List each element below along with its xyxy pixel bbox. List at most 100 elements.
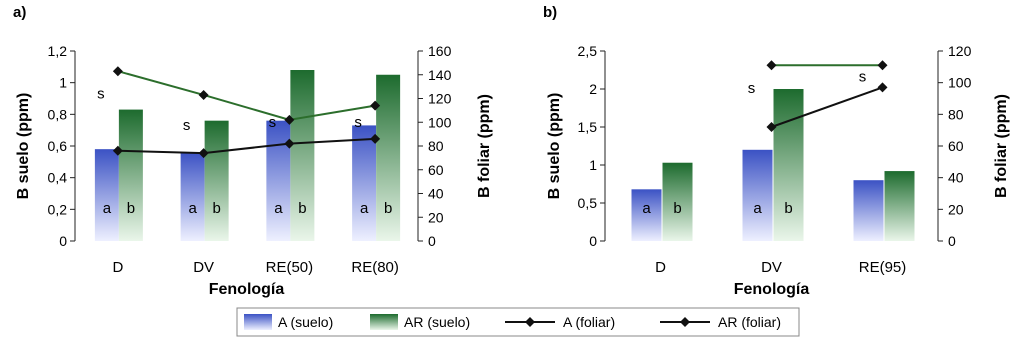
y2-tick-label: 140 <box>428 67 452 83</box>
bar-label: b <box>127 200 135 217</box>
y2-tick-label: 20 <box>948 201 964 217</box>
bar-ar-suelo <box>773 89 804 241</box>
y-tick-label: 0,2 <box>48 201 68 217</box>
significance-label: s <box>748 80 756 97</box>
y-tick-label: 2 <box>589 81 597 97</box>
line-ar-foliar-marker <box>284 114 295 125</box>
line-ar-foliar-marker <box>198 89 209 100</box>
line-a-foliar <box>117 137 376 155</box>
bar-ar-suelo <box>290 70 315 241</box>
y2-tick-label: 40 <box>428 186 444 202</box>
y2-axis-title: B foliar (ppm) <box>993 94 1010 198</box>
y-tick-label: 1 <box>59 75 67 91</box>
bar-label: a <box>103 200 112 217</box>
bar-a-suelo <box>853 180 884 241</box>
bar-label: a <box>753 200 762 217</box>
bar-ar-suelo <box>204 120 229 241</box>
panel-label: b) <box>543 4 557 21</box>
bar-label: a <box>642 200 651 217</box>
y-tick-label: 0,4 <box>48 170 68 186</box>
chart-panel-1: a) 0 0,2 0,4 0,6 0,8 1 1,2 0 20 40 60 80 100 120 140 160… <box>13 4 493 298</box>
legend-label: AR (foliar) <box>718 314 781 330</box>
y2-tick-label: 120 <box>428 91 452 107</box>
bar-label: b <box>384 200 392 217</box>
y-tick-label: 0,5 <box>578 195 598 211</box>
y-tick-label: 1 <box>589 157 597 173</box>
y2-axis-title: B foliar (ppm) <box>476 94 493 198</box>
y-tick-label: 1,2 <box>48 43 68 59</box>
x-tick-label: DV <box>193 259 214 276</box>
line-a-foliar-marker <box>370 133 381 144</box>
y-tick-label: 0 <box>59 233 67 249</box>
x-tick-label: DV <box>761 259 782 276</box>
y2-tick-label: 60 <box>428 162 444 178</box>
significance-label: s <box>97 86 105 103</box>
bar-ar-suelo <box>376 74 401 241</box>
bar-label: b <box>212 200 220 217</box>
bar-label: a <box>360 200 369 217</box>
legend-box <box>236 307 800 337</box>
y-axis-title: B suelo (ppm) <box>15 93 32 200</box>
y2-tick-label: 160 <box>428 43 452 59</box>
y-tick-label: 0,6 <box>48 138 68 154</box>
x-tick-label: RE(80) <box>351 259 399 276</box>
y-tick-label: 2,5 <box>578 43 598 59</box>
line-ar-foliar-marker <box>112 66 123 77</box>
y-tick-label: 1,5 <box>578 119 598 135</box>
bar-ar-suelo <box>118 109 143 241</box>
line-a-foliar-marker <box>766 122 777 132</box>
y2-tick-label: 20 <box>428 209 444 225</box>
bar-a-suelo <box>352 125 377 241</box>
x-tick-label: D <box>655 259 666 276</box>
bar-a-suelo <box>180 152 205 241</box>
bar-ar-suelo <box>884 171 915 241</box>
bar-a-suelo <box>266 120 291 241</box>
panel-label: a) <box>13 4 26 21</box>
chart-panels: a)00,20,40,60,811,2020406080100120140160… <box>13 4 1010 298</box>
line-a-foliar-marker <box>284 138 295 149</box>
legend: A (suelo) AR (suelo) A (foliar) AR (foliar) <box>236 307 800 337</box>
legend-swatch-a-suelo <box>244 314 272 330</box>
line-a-foliar-marker <box>112 145 123 156</box>
x-axis-title: Fenología <box>209 281 285 298</box>
x-axis-title: Fenología <box>734 281 810 298</box>
bar-label: b <box>673 200 681 217</box>
significance-label: s <box>859 68 867 85</box>
line-ar-foliar-marker <box>766 60 777 71</box>
chart-panel-2: b) 0 0,5 1 1,5 2 2,5 0 20 40 60 80 100 120 B suelo (pp… <box>543 4 1010 298</box>
y-tick-label: 0 <box>589 233 597 249</box>
bar-ar-suelo <box>662 162 693 241</box>
significance-label: s <box>183 117 191 134</box>
y2-tick-label: 80 <box>948 106 964 122</box>
y2-tick-label: 80 <box>428 138 444 154</box>
y-tick-label: 0,8 <box>48 106 68 122</box>
line-a-foliar <box>771 86 883 128</box>
line-a-foliar-marker <box>877 82 888 93</box>
bar-a-suelo <box>631 189 662 241</box>
y2-tick-label: 60 <box>948 138 964 154</box>
line-a-foliar-marker <box>198 148 209 159</box>
bar-a-suelo <box>94 149 119 241</box>
y-axis-title: B suelo (ppm) <box>546 93 563 200</box>
y2-tick-label: 100 <box>948 75 972 91</box>
line-ar-foliar <box>117 70 376 121</box>
legend-marker <box>680 317 690 327</box>
y2-tick-label: 120 <box>948 43 972 59</box>
bar-a-suelo <box>742 149 773 241</box>
y2-tick-label: 0 <box>428 233 436 249</box>
x-tick-label: RE(95) <box>859 259 907 276</box>
legend-swatch-ar-suelo <box>370 314 398 330</box>
y2-tick-label: 40 <box>948 170 964 186</box>
y2-tick-label: 0 <box>948 233 956 249</box>
bar-label: a <box>188 200 197 217</box>
significance-label: s <box>354 114 362 131</box>
legend-marker <box>525 317 535 327</box>
legend-label: A (suelo) <box>278 314 333 330</box>
line-ar-foliar-marker <box>370 100 381 111</box>
x-tick-label: D <box>112 259 123 276</box>
bar-label: a <box>274 200 283 217</box>
y2-tick-label: 100 <box>428 114 452 130</box>
line-ar-foliar-marker <box>877 60 888 71</box>
legend-label: A (foliar) <box>563 314 615 330</box>
